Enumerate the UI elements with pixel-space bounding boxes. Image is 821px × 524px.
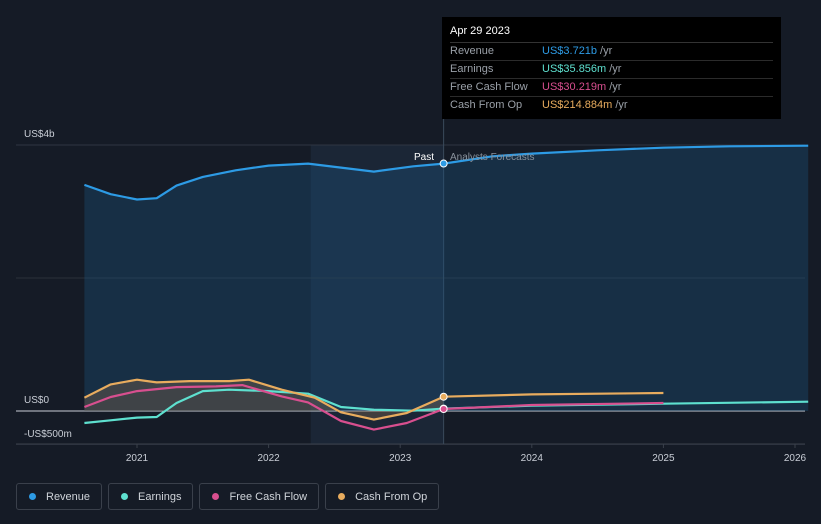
- tooltip-row-revenue: Revenue US$3.721b /yr: [450, 43, 773, 61]
- legend-label: Cash From Op: [355, 490, 428, 503]
- tooltip-label: Revenue: [450, 45, 495, 57]
- data-tooltip: Apr 29 2023 Revenue US$3.721b /yr Earnin…: [442, 17, 781, 119]
- x-tick-label: 2026: [784, 453, 807, 464]
- legend-label: Earnings: [138, 490, 182, 503]
- x-tick-label: 2022: [257, 453, 280, 464]
- tooltip-value: US$35.856m: [542, 63, 607, 75]
- tooltip-value: US$214.884m: [542, 99, 613, 111]
- cash-from-op-forecast-line: [443, 391, 664, 398]
- tooltip-unit: /yr: [609, 63, 622, 75]
- revenue-marker-point: [439, 159, 448, 168]
- cash-from-op-area: [84, 379, 444, 420]
- legend-item-revenue[interactable]: Revenue: [16, 483, 103, 510]
- forecast-label: Analysts Forecasts: [450, 152, 534, 163]
- legend-dot-icon: [212, 493, 220, 500]
- legend-dot-icon: [121, 493, 129, 500]
- legend-dot-icon: [338, 493, 346, 500]
- legend-dot-icon: [29, 493, 36, 500]
- cash-from-op-line: [83, 378, 445, 421]
- x-tick-label: 2025: [652, 453, 675, 464]
- legend-label: Revenue: [46, 490, 91, 503]
- legend-item-earnings[interactable]: Earnings: [108, 483, 194, 510]
- past-label: Past: [414, 152, 434, 163]
- legend-item-cash-from-op[interactable]: Cash From Op: [325, 483, 440, 510]
- tooltip-label: Cash From Op: [450, 99, 523, 111]
- tooltip-row-earnings: Earnings US$35.856m /yr: [450, 61, 773, 79]
- legend-label: Free Cash Flow: [229, 490, 308, 503]
- legend-item-free-cash-flow[interactable]: Free Cash Flow: [199, 483, 320, 510]
- past-highlight-band: [310, 145, 444, 444]
- tooltip-unit: /yr: [600, 45, 613, 57]
- x-tick-label: 2023: [389, 453, 412, 464]
- revenue-line: [84, 162, 444, 201]
- tooltip-unit: /yr: [615, 99, 628, 111]
- tooltip-value: US$3.721b: [542, 45, 598, 57]
- chart-legend: Revenue Earnings Free Cash Flow Cash Fro…: [16, 483, 440, 510]
- tooltip-label: Earnings: [450, 63, 494, 75]
- revenue-forecast-line: [443, 144, 809, 165]
- y-tick-label: US$4b: [24, 129, 55, 140]
- y-tick-label: US$0: [24, 395, 49, 406]
- tooltip-label: Free Cash Flow: [450, 81, 528, 93]
- tooltip-value: US$30.219m: [542, 81, 607, 93]
- tooltip-date: Apr 29 2023: [450, 24, 773, 43]
- free-cash-flow-marker-point: [439, 405, 448, 414]
- tooltip-row-free-cash-flow: Free Cash Flow US$30.219m /yr: [450, 79, 773, 97]
- revenue-area: [84, 145, 809, 411]
- y-tick-label: -US$500m: [24, 429, 72, 440]
- x-tick-label: 2021: [126, 453, 149, 464]
- free-cash-flow-line: [84, 384, 444, 431]
- x-tick-label: 2024: [521, 453, 544, 464]
- cash-from-op-marker-point: [439, 392, 448, 401]
- tooltip-row-cash-from-op: Cash From Op US$214.884m /yr: [450, 97, 773, 114]
- free-cash-flow-forecast-line: [443, 401, 664, 411]
- tooltip-unit: /yr: [609, 81, 622, 93]
- earnings-line: [84, 388, 444, 425]
